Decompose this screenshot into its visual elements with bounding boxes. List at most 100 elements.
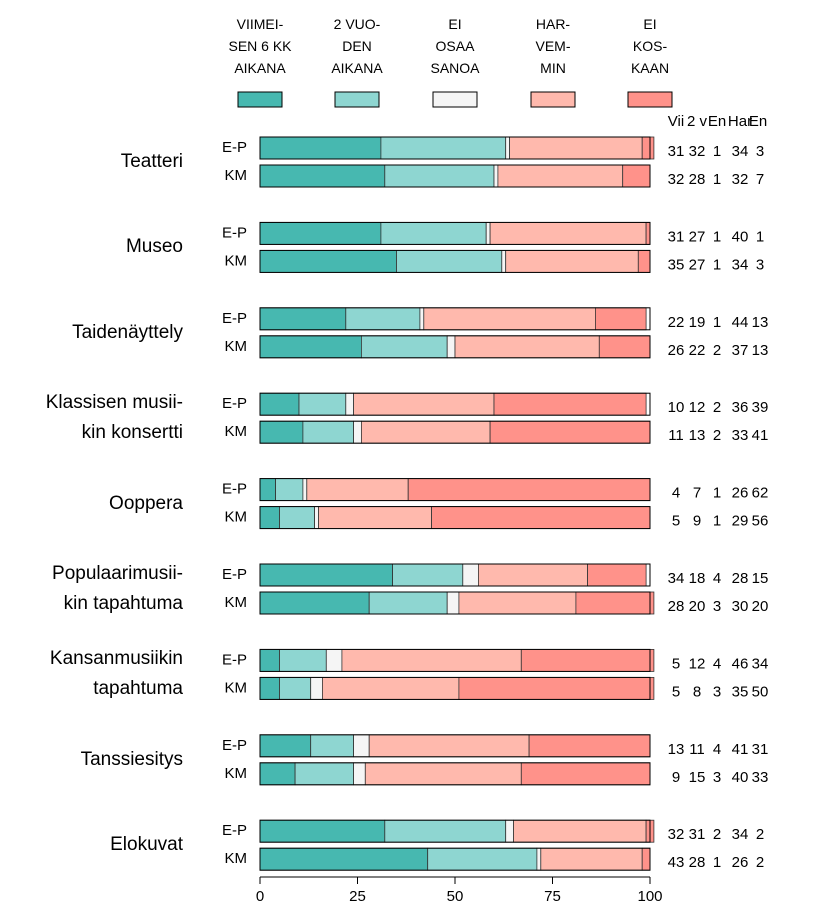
value-label: 15 [689, 769, 706, 786]
bar-segment [419, 307, 425, 331]
value-label: 34 [732, 826, 749, 843]
column-header: En [708, 113, 726, 130]
bar-segment [259, 307, 347, 331]
bar-segment [497, 164, 624, 188]
group-label: Klassisen musii- kin konsertti [45, 392, 183, 444]
x-tick-label: 100 [637, 888, 662, 905]
bar-outline [259, 762, 651, 786]
value-label: 36 [732, 399, 749, 416]
value-label: 3 [713, 598, 721, 615]
bar-segment [318, 506, 432, 530]
value-label: 1 [713, 854, 721, 871]
bar-segment [637, 249, 651, 273]
bar-segment [477, 563, 588, 587]
value-label: 3 [713, 683, 721, 700]
column-header: 2 v [687, 113, 708, 130]
value-label: 13 [668, 741, 685, 758]
bar-segment [458, 677, 655, 700]
bar-segment [446, 591, 460, 615]
value-label: 19 [689, 314, 706, 331]
value-label: 4 [713, 655, 721, 672]
legend-label: HAR- VEM- MIN [535, 16, 571, 76]
bar-segment [325, 649, 343, 672]
value-label: 7 [693, 485, 701, 502]
group-label: Museo [125, 236, 183, 258]
row-label: E-P [222, 737, 247, 754]
bar-segment [528, 734, 651, 758]
value-label: 1 [713, 143, 721, 160]
value-label: 3 [756, 256, 764, 273]
column-header: Vii [668, 113, 684, 130]
legend-label: 2 VUO- DEN AIKANA [331, 16, 383, 76]
value-label: 30 [732, 598, 749, 615]
value-label: 2 [713, 342, 721, 359]
bar-segment [641, 847, 651, 871]
value-label: 34 [668, 570, 685, 587]
bar-outline [259, 221, 651, 245]
bar-segment [423, 307, 596, 331]
value-label: 20 [752, 598, 769, 615]
group-label: Kansanmusiikin tapahtuma [49, 648, 183, 700]
value-label: 56 [752, 513, 769, 530]
value-label: 44 [732, 314, 749, 331]
value-label: 28 [689, 854, 706, 871]
legend-swatch [432, 91, 478, 108]
group-label: Teatteri [120, 151, 183, 172]
bar-segment [345, 307, 421, 331]
bar-outline [259, 164, 651, 188]
bar-segment [345, 392, 354, 416]
value-label: 50 [752, 683, 769, 700]
row-label: E-P [222, 395, 247, 412]
value-label: 46 [732, 655, 749, 672]
bar-segment [462, 563, 479, 587]
bar-segment [275, 478, 304, 502]
bar-segment [353, 420, 362, 444]
bar-segment [259, 420, 304, 444]
value-label: 40 [732, 228, 749, 245]
value-label: 27 [689, 228, 706, 245]
bar-segment [380, 221, 487, 245]
row-label: KM [225, 765, 248, 782]
value-label: 31 [752, 741, 769, 758]
value-label: 22 [689, 342, 706, 359]
value-label: 22 [668, 314, 685, 331]
bar-segment [396, 249, 503, 273]
bar-segment [353, 762, 366, 786]
value-label: 2 [713, 399, 721, 416]
bar-segment [368, 734, 530, 758]
group-label: Ooppera [109, 492, 183, 514]
bar-segment [302, 420, 354, 444]
bar-segment [259, 221, 382, 245]
value-label: 2 [713, 826, 721, 843]
value-label: 20 [689, 598, 706, 615]
legend-label: EI OSAA SANOA [430, 16, 480, 76]
bar-segment [259, 762, 296, 786]
bar-segment [493, 392, 647, 416]
bar-segment [364, 762, 522, 786]
value-label: 32 [689, 143, 706, 160]
bar-segment [536, 847, 542, 871]
value-label: 13 [752, 342, 769, 359]
value-label: 27 [689, 256, 706, 273]
bar-segment [279, 506, 315, 530]
bar-segment [368, 591, 448, 615]
legend-swatch [530, 91, 576, 108]
bar-segment [279, 649, 327, 672]
value-label: 10 [668, 399, 685, 416]
bar-segment [259, 819, 386, 843]
bar-segment [407, 478, 651, 502]
value-label: 2 [756, 854, 764, 871]
bar-outline [259, 478, 651, 502]
value-label: 35 [732, 683, 749, 700]
bar-segment [310, 677, 323, 700]
bar-segment [259, 136, 382, 160]
bar-segment [353, 734, 370, 758]
bar-segment [279, 677, 312, 700]
bar-segment [384, 164, 495, 188]
value-label: 5 [672, 655, 680, 672]
x-tick-label: 25 [349, 888, 366, 905]
bar-segment [392, 563, 464, 587]
bar-outline [259, 307, 651, 331]
bar-segment [513, 819, 647, 843]
